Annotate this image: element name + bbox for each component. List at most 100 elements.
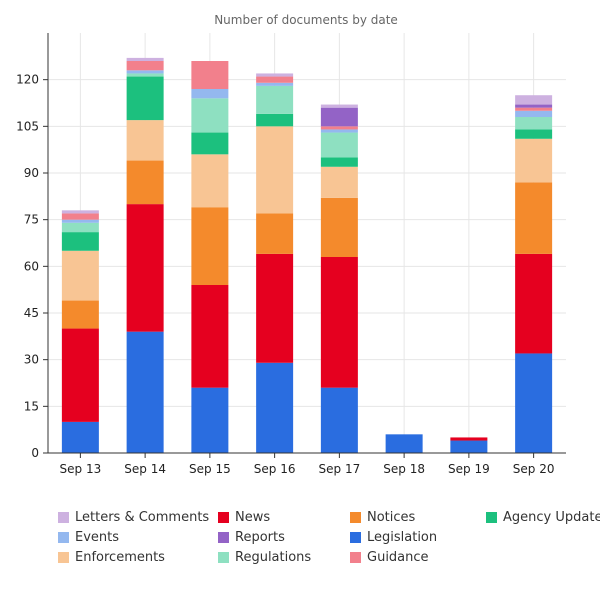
bar-segment bbox=[515, 117, 553, 130]
legend-label: Enforcements bbox=[75, 550, 165, 565]
bar-segment bbox=[61, 250, 99, 301]
legend-item[interactable]: Events bbox=[58, 530, 119, 545]
y-tick-label: 60 bbox=[24, 259, 39, 273]
y-tick-label: 45 bbox=[24, 306, 39, 320]
x-tick-label: Sep 17 bbox=[319, 462, 361, 476]
legend-label: Regulations bbox=[235, 550, 312, 565]
bar-segment bbox=[61, 421, 99, 453]
y-tick-label: 90 bbox=[24, 166, 39, 180]
bar-segment bbox=[61, 328, 99, 422]
bar-segment bbox=[320, 129, 358, 133]
x-tick-label: Sep 16 bbox=[254, 462, 296, 476]
bar-segment bbox=[256, 253, 294, 363]
legend-label: Events bbox=[75, 530, 120, 545]
bar-segment bbox=[126, 61, 164, 71]
legend-item[interactable]: Agency Updates bbox=[486, 510, 600, 525]
bar-segment bbox=[320, 132, 358, 158]
bar-segment bbox=[126, 70, 164, 74]
bar-segment bbox=[126, 160, 164, 205]
bar-segment bbox=[320, 197, 358, 257]
bar-segment bbox=[191, 132, 229, 155]
bar-segment bbox=[385, 434, 423, 453]
bar-segment bbox=[515, 253, 553, 354]
bar-segment bbox=[256, 85, 294, 114]
bar-segment bbox=[126, 76, 164, 121]
bar-segment bbox=[320, 104, 358, 108]
bar-segment bbox=[61, 219, 99, 223]
bar-segment bbox=[256, 76, 294, 83]
legend-item[interactable]: Notices bbox=[350, 510, 415, 525]
bar-segment bbox=[515, 107, 553, 111]
x-tick-label: Sep 15 bbox=[189, 462, 231, 476]
bar-segment bbox=[515, 104, 553, 108]
bar-segment bbox=[191, 207, 229, 285]
legend-swatch bbox=[58, 532, 69, 543]
legend-swatch bbox=[350, 512, 361, 523]
axes: 0 15 30 45 60 75 90 105 120 Sep 13 Sep 14 Sep 15 Sep… bbox=[16, 33, 566, 476]
bar-segment bbox=[320, 166, 358, 198]
bar-segment bbox=[191, 154, 229, 208]
bar-segment bbox=[320, 126, 358, 130]
chart-title: Number of documents by date bbox=[214, 13, 398, 27]
legend-swatch bbox=[218, 532, 229, 543]
bar-segment bbox=[191, 285, 229, 388]
legend-item[interactable]: Enforcements bbox=[58, 550, 165, 565]
legend-item[interactable]: Regulations bbox=[218, 550, 311, 565]
bar-segment bbox=[256, 82, 294, 86]
legend-swatch bbox=[58, 512, 69, 523]
bar-segment bbox=[320, 257, 358, 388]
bar-segment bbox=[320, 387, 358, 453]
legend-swatch bbox=[58, 552, 69, 563]
legend-item[interactable]: Guidance bbox=[350, 550, 429, 565]
bar-segment bbox=[126, 331, 164, 453]
legend-item[interactable]: Reports bbox=[218, 530, 285, 545]
bar-segment bbox=[61, 232, 99, 251]
bar-segment bbox=[320, 157, 358, 167]
legend-item[interactable]: Legislation bbox=[350, 530, 437, 545]
x-tick-label: Sep 19 bbox=[448, 462, 490, 476]
bar-segment bbox=[191, 98, 229, 133]
bar-segment bbox=[515, 182, 553, 254]
bar-segment bbox=[126, 120, 164, 161]
legend-label: Legislation bbox=[367, 530, 438, 545]
bar-segment bbox=[515, 95, 553, 105]
bar-segment bbox=[515, 110, 553, 117]
bar-segment bbox=[515, 138, 553, 183]
legend-label: Notices bbox=[367, 510, 416, 525]
bar-segment bbox=[126, 57, 164, 61]
legend-swatch bbox=[218, 512, 229, 523]
grid-lines bbox=[48, 33, 566, 453]
bar-segment bbox=[256, 113, 294, 127]
y-tick-label: 75 bbox=[24, 213, 39, 227]
bar-segment bbox=[450, 440, 488, 453]
legend-label: Guidance bbox=[367, 550, 429, 565]
bar-segment bbox=[256, 362, 294, 453]
x-tick-label: Sep 18 bbox=[383, 462, 425, 476]
legend-label: Letters & Comments bbox=[75, 510, 210, 525]
bars bbox=[61, 57, 553, 453]
bar-segment bbox=[126, 73, 164, 77]
legend-label: News bbox=[235, 510, 271, 525]
legend-swatch bbox=[350, 552, 361, 563]
legend-swatch bbox=[486, 512, 497, 523]
bar-segment bbox=[61, 213, 99, 220]
y-tick-label: 105 bbox=[16, 119, 39, 133]
legend-item[interactable]: News bbox=[218, 510, 270, 525]
bar-segment bbox=[61, 210, 99, 214]
bar-segment bbox=[256, 73, 294, 77]
y-tick-label: 30 bbox=[24, 353, 39, 367]
legend-label: Agency Updates bbox=[503, 510, 600, 525]
bar-segment bbox=[191, 89, 229, 99]
legend-swatch bbox=[350, 532, 361, 543]
x-tick-label: Sep 20 bbox=[513, 462, 555, 476]
y-tick-label: 120 bbox=[16, 73, 39, 87]
legend-swatch bbox=[218, 552, 229, 563]
bar-segment bbox=[256, 126, 294, 214]
legend-item[interactable]: Letters & Comments bbox=[58, 510, 209, 525]
bar-segment bbox=[126, 204, 164, 332]
bar-segment bbox=[191, 61, 229, 89]
bar-segment bbox=[515, 129, 553, 139]
legend-label: Reports bbox=[235, 530, 285, 545]
bar-segment bbox=[191, 387, 229, 453]
